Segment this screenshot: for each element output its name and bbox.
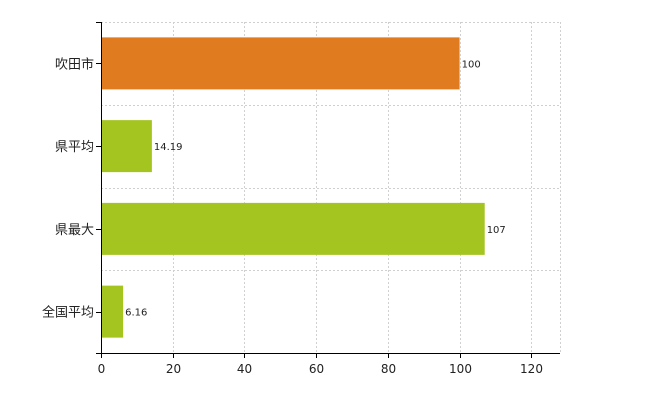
- grid-layer: [101, 22, 561, 353]
- bar-2: [101, 120, 152, 173]
- bar-3: [101, 202, 485, 255]
- bar-4: [101, 285, 124, 338]
- label-layer: 100 吹田市 14.19 県平均 107 県最大 6.16 全国平均 0 20 40 60 80 100…: [42, 56, 543, 376]
- axis-layer: [96, 22, 560, 358]
- bar-1: [101, 37, 460, 90]
- value-label-4: 6.16: [125, 308, 147, 319]
- bar-layer: [101, 37, 485, 338]
- x-tick-label-80: 80: [381, 362, 396, 376]
- category-label-2: 県平均: [55, 140, 94, 155]
- value-label-3: 107: [487, 225, 506, 236]
- category-label-1: 吹田市: [55, 56, 94, 72]
- x-tick-label-0: 0: [98, 362, 106, 376]
- category-label-4: 全国平均: [42, 305, 94, 321]
- category-label-3: 県最大: [55, 223, 94, 238]
- x-tick-label-40: 40: [237, 362, 252, 376]
- value-label-2: 14.19: [154, 142, 183, 153]
- x-tick-label-120: 120: [520, 362, 543, 376]
- value-label-1: 100: [462, 59, 481, 70]
- x-tick-label-100: 100: [449, 362, 472, 376]
- x-tick-label-60: 60: [309, 362, 324, 376]
- x-tick-label-20: 20: [166, 362, 181, 376]
